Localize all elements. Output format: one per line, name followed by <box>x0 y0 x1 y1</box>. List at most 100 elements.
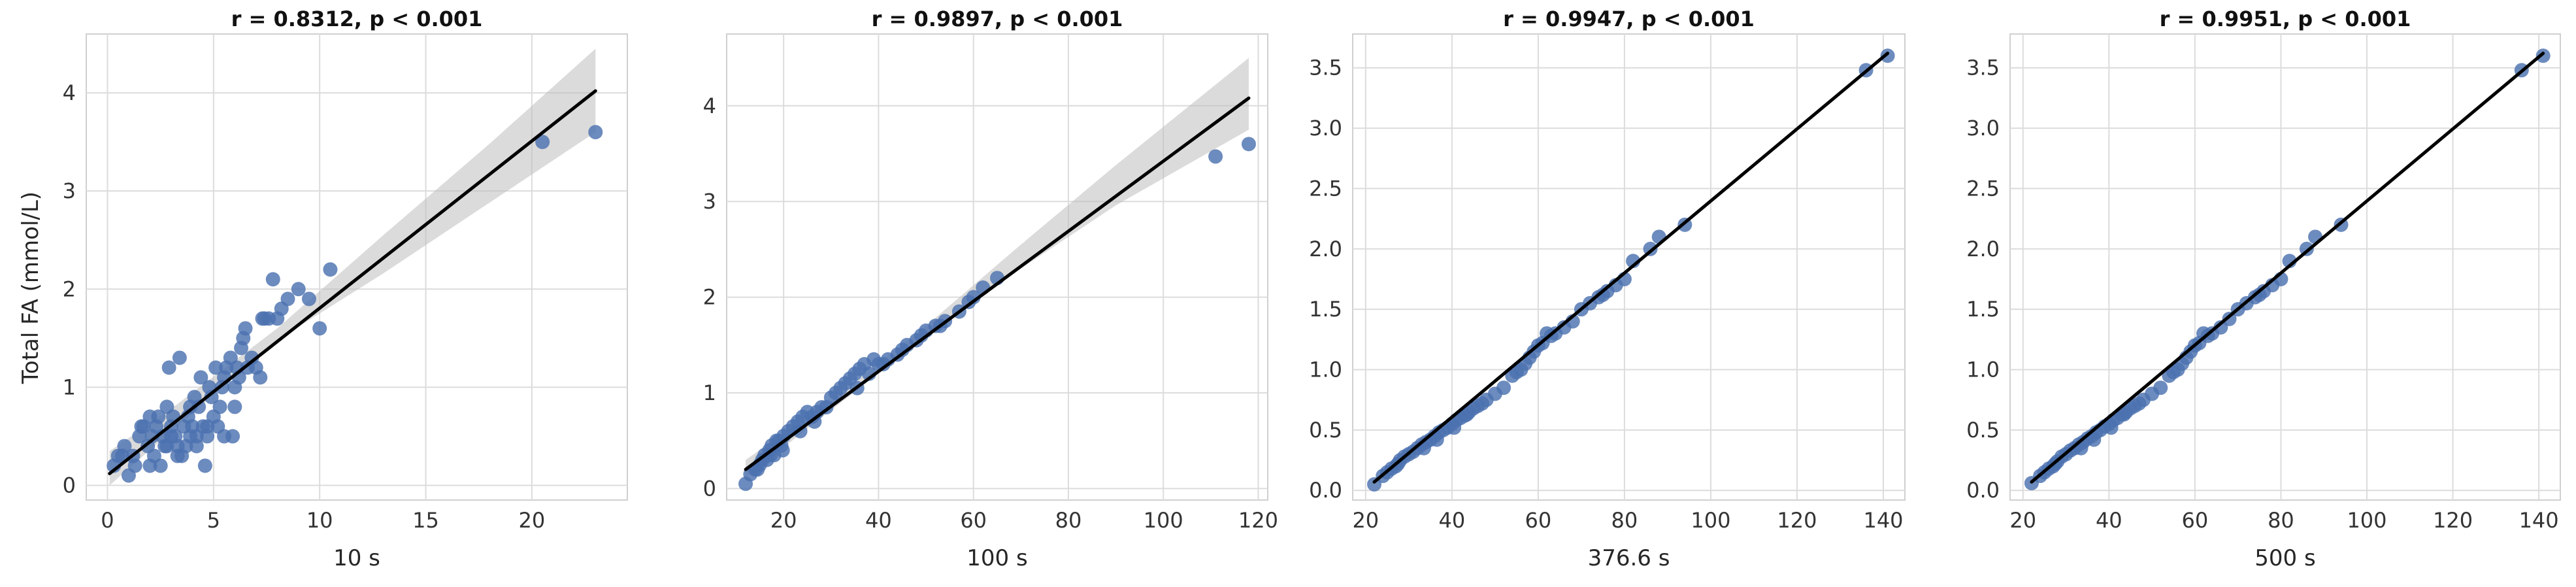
data-point <box>1459 407 1474 422</box>
data-point <box>2153 380 2168 395</box>
data-point <box>876 357 891 372</box>
data-point <box>2132 396 2147 411</box>
y-tick-label: 0 <box>63 473 76 497</box>
data-point <box>2166 365 2181 380</box>
regression-line <box>108 89 597 475</box>
data-point <box>2535 48 2551 63</box>
y-tick-label: 1 <box>703 380 716 405</box>
x-tick-label: 80 <box>1055 508 1082 533</box>
data-point <box>161 360 176 375</box>
data-point <box>280 292 295 307</box>
data-point <box>588 125 603 140</box>
data-point <box>1429 432 1444 447</box>
data-point <box>750 462 765 477</box>
y-tick-label: 3 <box>63 178 76 203</box>
data-point <box>1509 365 1524 380</box>
y-tick-label: 0.0 <box>1966 478 2000 503</box>
chart-panel-3: 20 40 60 80 100 120 140 0.0 0.5 1.0 1.5 2.0 2.5 3.0 3.… <box>1309 7 1906 571</box>
x-tick-label: 20 <box>1352 508 1379 533</box>
x-tick-label: 0 <box>101 508 114 533</box>
x-tick-label: 20 <box>519 508 546 533</box>
x-axis-label: 500 s <box>2254 545 2315 571</box>
x-tick-label: 40 <box>1438 508 1465 533</box>
data-point <box>153 458 168 473</box>
y-tick-label: 2 <box>63 277 76 301</box>
y-tick-label: 1 <box>63 375 76 399</box>
y-tick-label: 3.5 <box>1309 56 1342 80</box>
data-point <box>127 458 142 473</box>
x-axis-label: 10 s <box>333 545 380 571</box>
x-tick-label: 15 <box>412 508 439 533</box>
x-tick-label: 120 <box>1777 508 1817 533</box>
x-tick-label: 140 <box>2519 508 2559 533</box>
regression-line <box>744 96 1251 471</box>
x-axis-label: 376.6 s <box>1588 545 1670 571</box>
data-point <box>151 409 166 424</box>
y-tick-label: 4 <box>63 80 76 105</box>
y-tick-label: 1.5 <box>1966 297 2000 322</box>
x-tick-label: 60 <box>2182 508 2209 533</box>
data-point <box>2087 432 2102 447</box>
data-point <box>1496 380 1511 395</box>
data-point <box>200 419 215 434</box>
data-point <box>193 370 208 385</box>
data-point <box>255 311 270 326</box>
data-point <box>312 321 327 336</box>
x-tick-label: 120 <box>1238 508 1278 533</box>
regression-line <box>1372 52 1890 484</box>
data-point <box>2104 420 2119 435</box>
x-tick-label: 140 <box>1863 508 1903 533</box>
chart-title: r = 0.9947, p < 0.001 <box>1503 7 1755 31</box>
figure-ylabel: Total FA (mmol/L) <box>18 192 44 384</box>
data-point <box>535 135 550 150</box>
data-point <box>1880 48 1895 63</box>
x-axis-label: 100 s <box>966 545 1027 571</box>
x-tick-label: 80 <box>2268 508 2294 533</box>
data-point <box>170 448 185 463</box>
y-tick-label: 2.5 <box>1309 176 1342 201</box>
y-tick-label: 3.0 <box>1966 116 2000 141</box>
y-tick-label: 0.5 <box>1966 418 2000 443</box>
chart-panel-1: 0 5 10 15 20 0 1 2 3 4 r = 0.8312, p < 0.001 10 s <box>63 7 628 571</box>
y-tick-label: 3.0 <box>1309 116 1342 141</box>
x-tick-label: 5 <box>207 508 220 533</box>
x-tick-label: 60 <box>960 508 987 533</box>
y-tick-label: 2.5 <box>1966 176 2000 201</box>
data-point <box>227 399 242 414</box>
y-tick-label: 2.0 <box>1309 237 1342 261</box>
data-point <box>238 321 253 336</box>
data-point <box>134 419 149 434</box>
y-tick-label: 3 <box>703 189 716 214</box>
regression-line <box>2030 52 2545 484</box>
data-point <box>301 292 316 307</box>
data-point <box>291 282 306 297</box>
x-tick-label: 40 <box>865 508 892 533</box>
x-tick-label: 20 <box>2009 508 2036 533</box>
data-point <box>2117 407 2132 422</box>
x-tick-label: 120 <box>2433 508 2473 533</box>
data-point <box>265 272 280 287</box>
x-tick-label: 20 <box>770 508 797 533</box>
x-tick-label: 100 <box>1144 508 1183 533</box>
x-tick-label: 80 <box>1611 508 1638 533</box>
y-tick-label: 0.0 <box>1309 478 1342 503</box>
data-point <box>1241 137 1256 152</box>
data-point <box>253 370 268 385</box>
y-tick-label: 0.5 <box>1309 418 1342 443</box>
data-point <box>204 390 219 405</box>
y-tick-label: 0 <box>703 476 716 501</box>
x-tick-label: 100 <box>1691 508 1730 533</box>
x-tick-label: 100 <box>2347 508 2386 533</box>
y-tick-label: 2 <box>703 285 716 310</box>
data-point <box>763 448 778 463</box>
y-tick-label: 1.5 <box>1309 297 1342 322</box>
data-point <box>2252 287 2267 302</box>
y-tick-label: 4 <box>703 93 716 118</box>
chart-title: r = 0.9951, p < 0.001 <box>2160 7 2411 31</box>
data-point <box>189 439 204 454</box>
chart-panel-2: 20 40 60 80 100 120 0 1 2 3 4 r = 0.9897, p < 0.001… <box>703 7 1278 571</box>
data-point <box>183 399 198 414</box>
data-point <box>895 343 910 358</box>
chart-title: r = 0.8312, p < 0.001 <box>231 7 483 31</box>
x-tick-label: 10 <box>306 508 333 533</box>
